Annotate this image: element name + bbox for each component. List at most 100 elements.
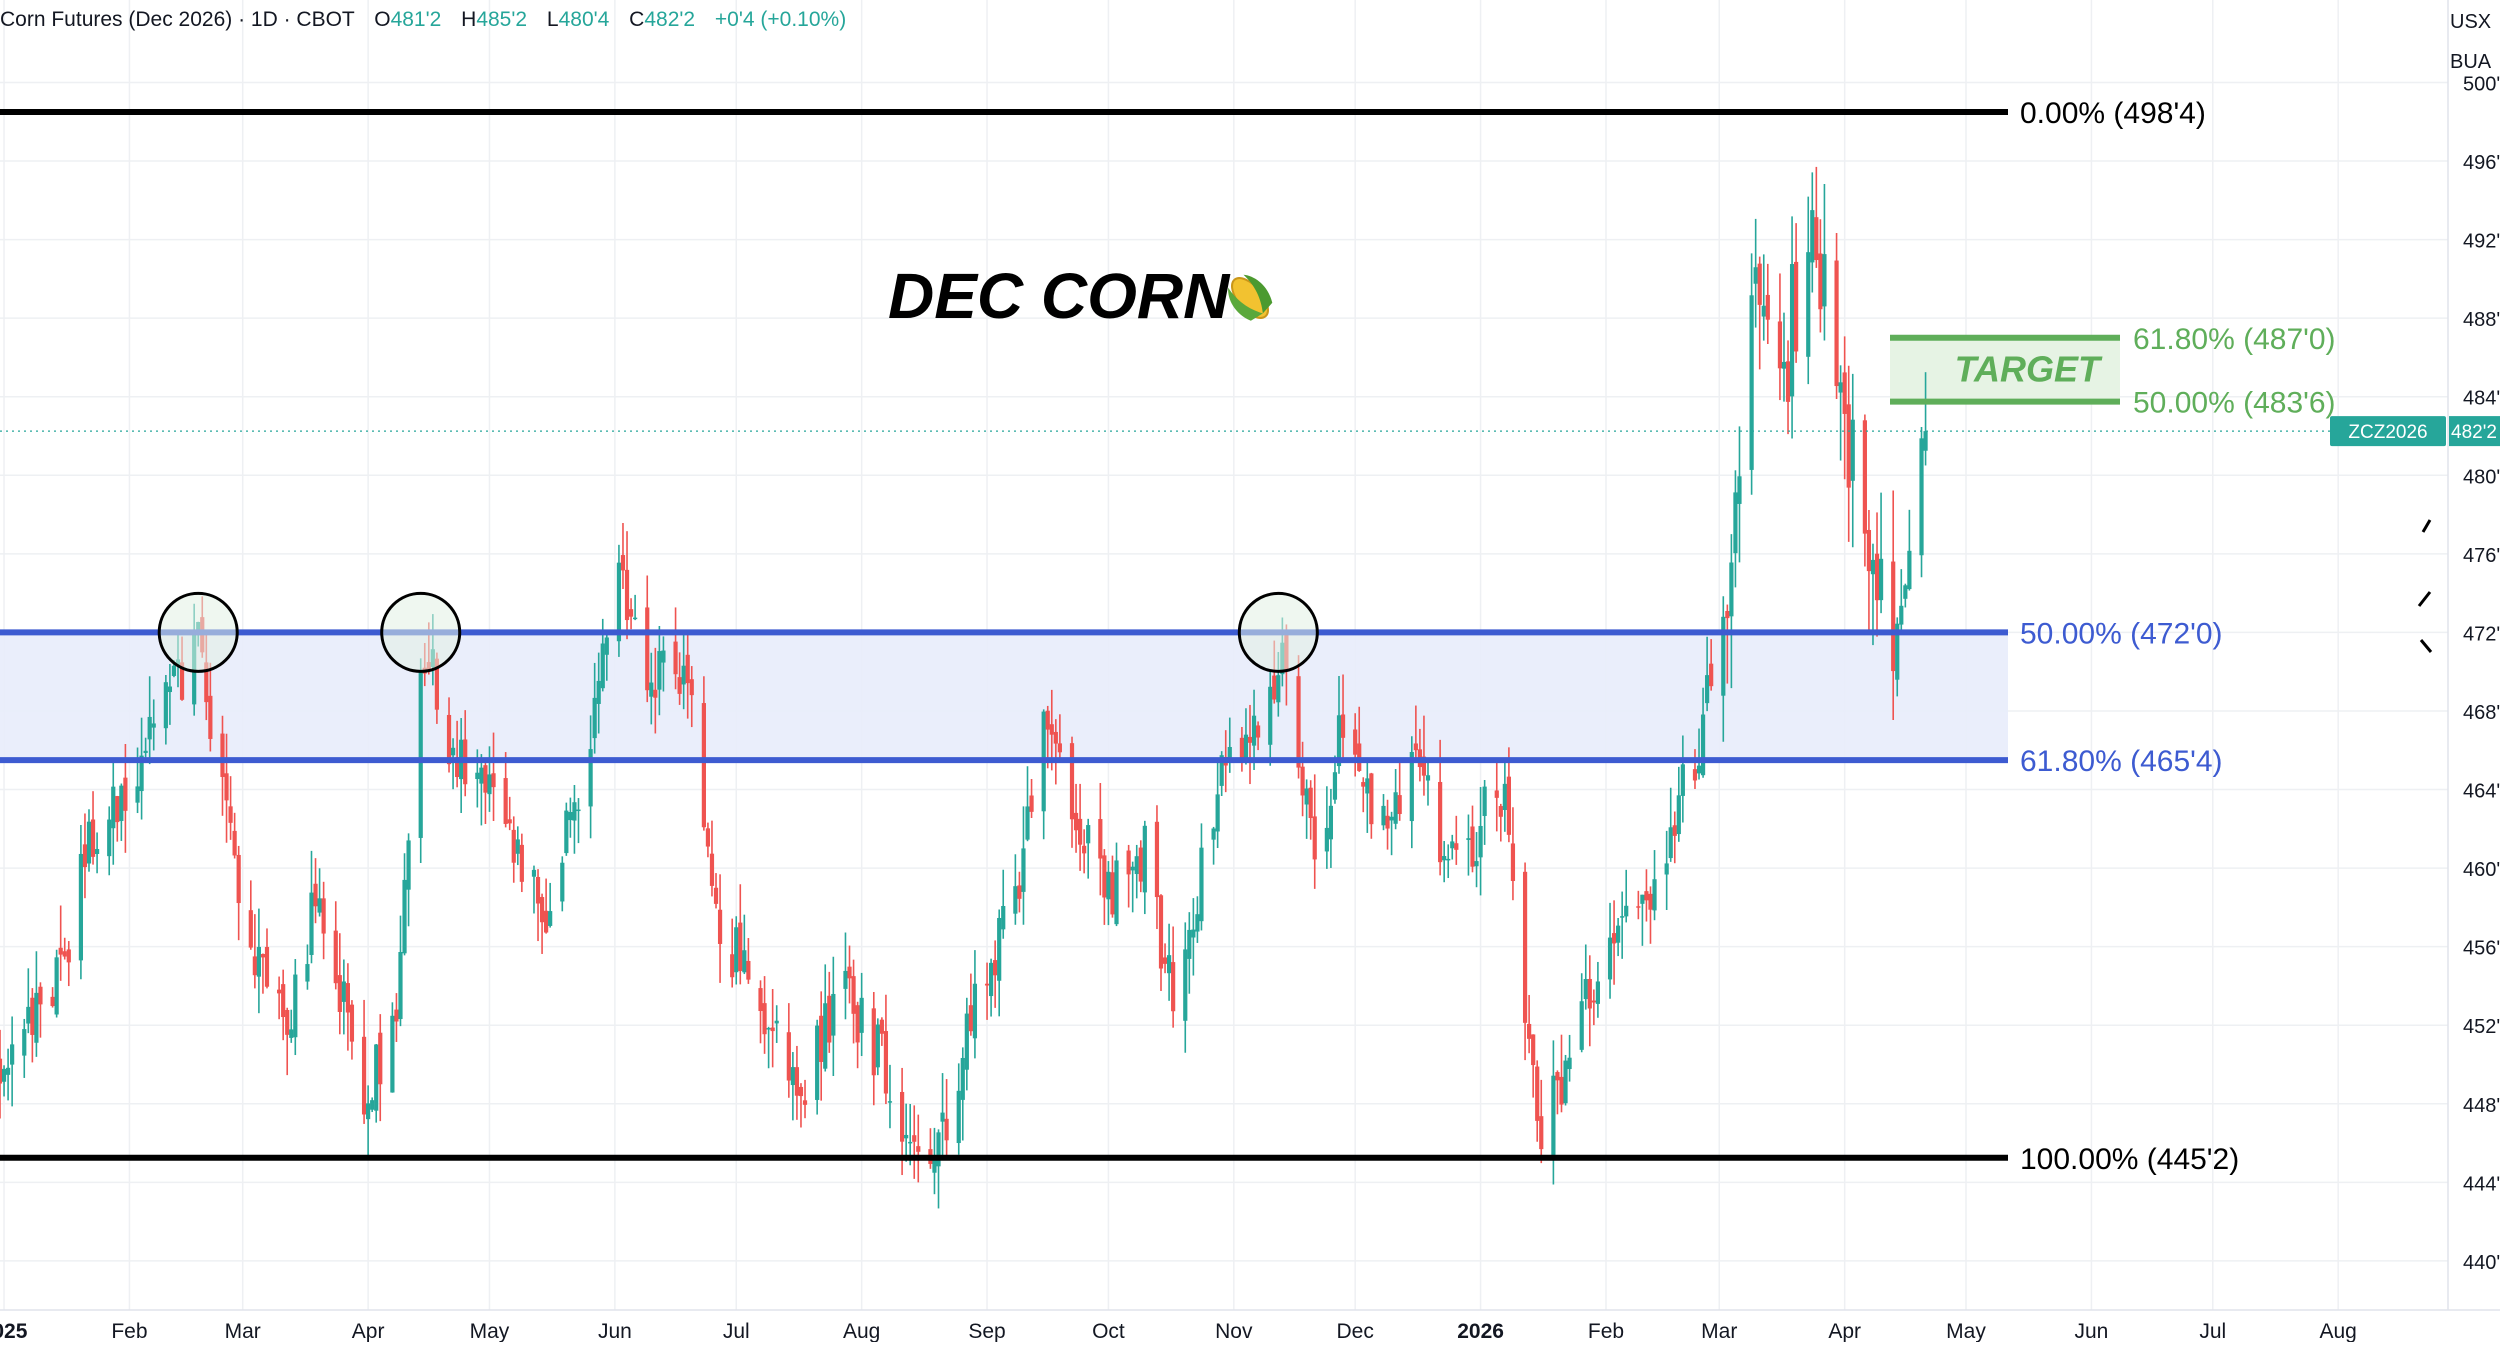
candle-body [1842, 372, 1847, 414]
time-tick-label: 2025 [0, 1320, 28, 1342]
candle-body [321, 898, 326, 934]
candle-body [560, 862, 565, 902]
candle-body [535, 876, 541, 904]
support-zone [0, 632, 2008, 761]
candle-body [1555, 1072, 1560, 1081]
candle-body [1126, 850, 1131, 875]
candle-body [746, 960, 751, 980]
symbol-line[interactable]: Corn Futures (Dec 2026) · 1D · CBOT [0, 8, 355, 31]
candle-body [1450, 841, 1455, 849]
time-tick-label: Apr [352, 1320, 385, 1342]
price-tick-label: 452'0 [2463, 1016, 2500, 1038]
time-tick-label: Aug [843, 1320, 880, 1342]
candle-body [1502, 783, 1507, 810]
candle-body [932, 1155, 937, 1173]
candle-body [119, 785, 124, 821]
candle-body [843, 970, 848, 989]
candle-body [1077, 818, 1083, 845]
candle-body [1211, 828, 1216, 840]
candle-body [993, 960, 998, 976]
candle-body [361, 1036, 367, 1115]
candle-body [1551, 1075, 1556, 1159]
candle-body [548, 911, 553, 926]
candle-body [875, 1024, 880, 1068]
corn-icon [1228, 274, 1273, 321]
cursor-mark [2419, 639, 2433, 653]
fib-level-label: 61.80% (465'4) [2020, 745, 2223, 778]
candle-body [1069, 743, 1075, 820]
candle-body [738, 922, 743, 972]
candle-body [815, 1025, 820, 1100]
candle-body [107, 819, 112, 857]
candle-body [402, 879, 407, 954]
candle-body [1607, 937, 1613, 980]
candle-body [790, 1067, 795, 1086]
candle-body [798, 1086, 804, 1097]
price-tick-label: 492'0 [2463, 231, 2500, 253]
candle-body [208, 695, 213, 739]
time-tick-label: Jul [723, 1320, 750, 1342]
resistance-circle [1237, 591, 1319, 673]
candle-body [1397, 795, 1402, 815]
candle-body [1421, 756, 1427, 776]
candle-body [1389, 816, 1394, 821]
candle-body [1834, 260, 1839, 387]
candle-body [1442, 856, 1447, 861]
time-tick-label: Jun [598, 1320, 632, 1342]
candle-body [705, 828, 711, 847]
candle-body [786, 1032, 791, 1081]
candle-body [224, 773, 229, 801]
resistance-circle [380, 591, 462, 673]
candle-body [378, 1032, 383, 1085]
candle-body [1850, 419, 1855, 481]
price-axis[interactable]: 500'0 496'0 492'0 488'0 484'0 480'0 476'0 472'0… [2330, 11, 2500, 1274]
candle-body [366, 1103, 371, 1120]
candle-body [564, 810, 569, 854]
candle-body [1393, 792, 1398, 824]
time-tick-label: Sep [968, 1320, 1005, 1342]
candle-body [394, 1009, 399, 1022]
candle-body [1276, 675, 1281, 703]
candle-body [1466, 838, 1471, 840]
candle-body [511, 829, 516, 863]
candle-body [479, 767, 484, 784]
price-tick-label: 456'0 [2463, 938, 2500, 960]
candle-body [90, 819, 96, 857]
candle-body [1789, 264, 1795, 397]
candle-body [1611, 933, 1617, 944]
price-tick-label: 480'0 [2463, 466, 2500, 488]
candle-body [58, 947, 63, 955]
candle-body [1777, 321, 1783, 369]
candle-body [734, 927, 739, 973]
candle-body [1822, 254, 1827, 307]
candle-body [434, 658, 439, 710]
open-label: O [374, 8, 391, 31]
time-axis[interactable]: 2025 Feb Mar Apr May Jun Jul Aug Sep Oct Nov Dec 202… [0, 1320, 2357, 1343]
candle-body [1324, 827, 1329, 852]
candle-body [1563, 1060, 1568, 1104]
candle-body [1721, 616, 1726, 696]
candle-body [592, 697, 597, 739]
candle-body [1866, 529, 1872, 572]
candle-body [179, 662, 185, 700]
candle-body [1409, 751, 1414, 822]
candle-body [916, 1146, 921, 1152]
candle-body [1013, 886, 1018, 914]
target-zone [1890, 337, 2120, 402]
candle-body [309, 892, 314, 955]
candle-body [1749, 295, 1754, 470]
candle-body [1878, 558, 1884, 601]
candle-body [531, 869, 537, 877]
time-tick-label: Jun [2074, 1320, 2108, 1342]
candle-body [940, 1112, 945, 1122]
candle-body [475, 772, 480, 780]
candle-body [167, 686, 173, 693]
candle-body [1531, 1034, 1536, 1066]
candle-body [1652, 879, 1657, 911]
candle-body [277, 989, 282, 994]
candle-body [446, 714, 452, 765]
candle-body [1567, 1057, 1572, 1070]
candle-body [1668, 827, 1673, 859]
